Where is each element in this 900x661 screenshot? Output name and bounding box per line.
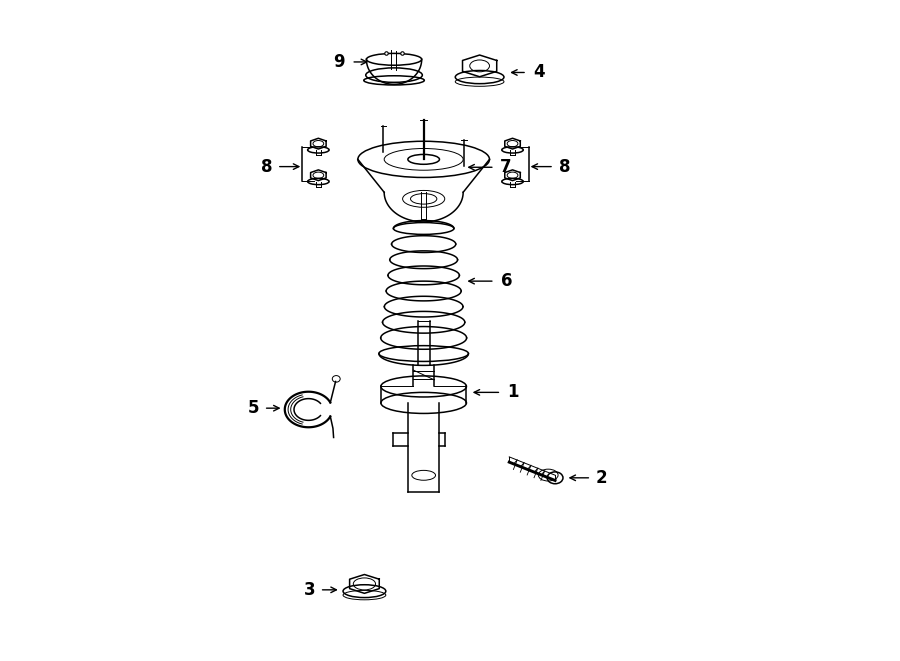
Text: 5: 5 [248, 399, 259, 417]
Text: 1: 1 [507, 383, 518, 401]
Text: 7: 7 [500, 158, 512, 176]
Text: 3: 3 [304, 581, 316, 599]
Text: 6: 6 [501, 272, 512, 290]
Text: 2: 2 [595, 469, 607, 486]
Text: 9: 9 [334, 53, 346, 71]
Text: 8: 8 [559, 157, 571, 176]
Text: 8: 8 [261, 157, 272, 176]
Text: 4: 4 [533, 63, 544, 81]
